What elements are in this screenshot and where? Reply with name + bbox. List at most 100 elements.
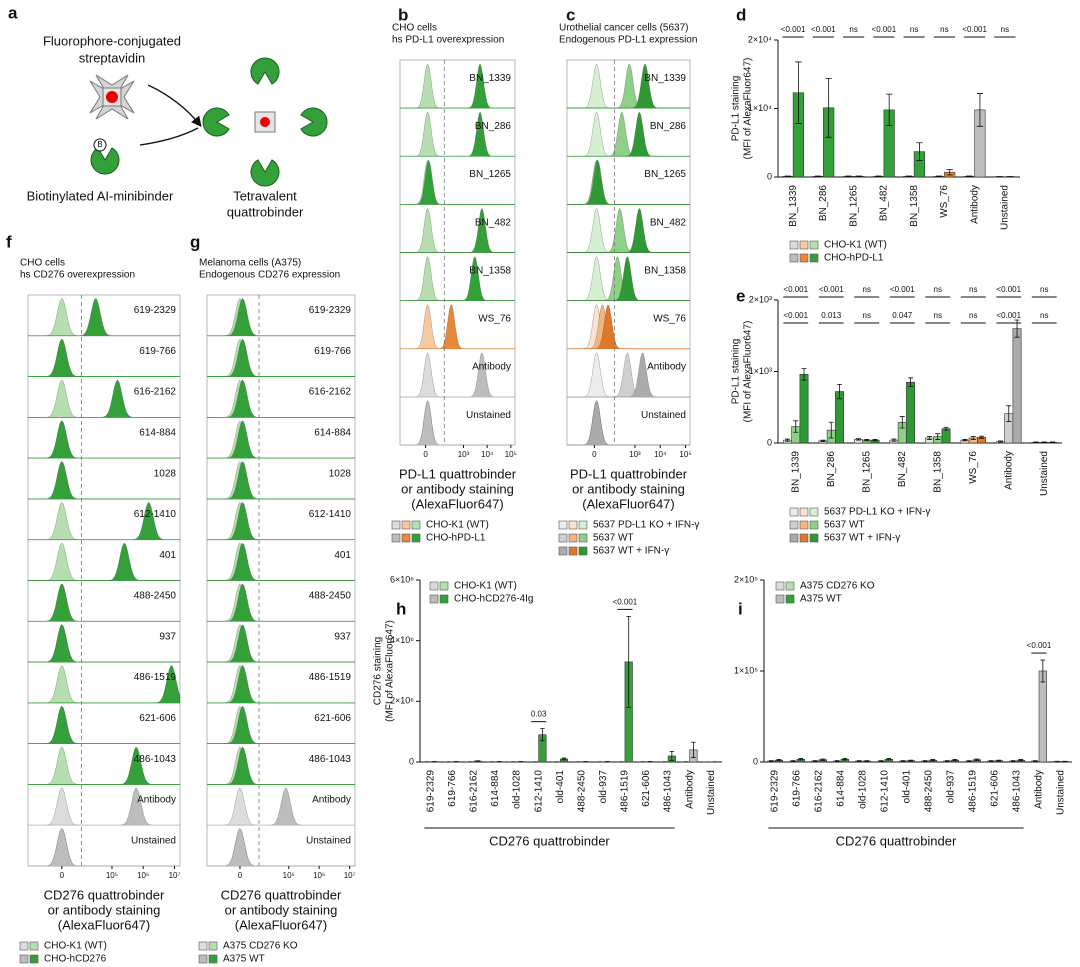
significance: <0.001	[996, 311, 1021, 320]
row-label: 616-2162	[134, 387, 177, 398]
x-tick-label: 619-2329	[770, 770, 781, 813]
row-label: 614-884	[314, 427, 351, 438]
error-bar	[900, 760, 906, 762]
label: Biotinylated AI-minibinder	[27, 188, 174, 203]
bar	[1012, 328, 1022, 444]
histogram	[27, 624, 181, 663]
legend-swatch	[568, 533, 578, 543]
x-axis-label: PD-L1 quattrobinder	[399, 466, 517, 481]
x-tick-label: Unstained	[1000, 185, 1011, 230]
histogram	[399, 255, 516, 301]
error-bar	[891, 438, 897, 442]
x-tick-label: 486-1519	[620, 770, 631, 813]
error-bar	[908, 377, 914, 387]
y-tick-label: 0	[409, 756, 414, 766]
x-axis-label: CD276 quattrobinder	[221, 887, 342, 902]
error-bar	[1032, 760, 1038, 762]
significance: <0.001	[781, 25, 806, 34]
x-tick-label: BN_1265	[848, 185, 859, 227]
legend-swatch	[429, 581, 439, 591]
row-label: 486-1043	[134, 754, 177, 765]
significance: <0.001	[819, 285, 844, 294]
x-axis-label: CD276 quattrobinder	[489, 833, 610, 848]
y-axis-label: PD-L1 staining	[731, 339, 742, 405]
binder-shape	[202, 107, 230, 137]
histogram	[206, 461, 356, 500]
row-label: 614-884	[139, 427, 176, 438]
row-label: 488-2450	[134, 591, 177, 602]
error-bar	[1033, 441, 1039, 444]
error-bar	[1006, 405, 1012, 422]
legend-swatch	[775, 581, 785, 591]
error-bar	[922, 760, 928, 762]
x-tick-label: old-1028	[512, 770, 523, 809]
label: quattrobinder	[227, 204, 304, 219]
legend-label: CHO-K1 (WT)	[44, 941, 107, 952]
legend-label: CHO-hCD276	[44, 954, 107, 965]
histogram	[567, 207, 690, 253]
x-tick-label: old-401	[555, 770, 566, 804]
error-bar	[885, 93, 893, 127]
histogram	[207, 828, 355, 867]
error-bar	[793, 420, 799, 433]
error-bar	[1018, 759, 1024, 762]
error-bar	[974, 758, 980, 761]
histogram	[206, 746, 356, 785]
legend-swatch	[19, 941, 29, 951]
x-tick-label: 488-2450	[924, 770, 935, 813]
histogram	[207, 828, 355, 867]
histogram	[206, 583, 356, 622]
legend-swatch	[198, 941, 208, 951]
significance: ns	[934, 311, 942, 320]
legend-label: 5637 WT	[593, 533, 634, 544]
significance: <0.001	[1027, 641, 1052, 650]
legend-label: CHO-K1 (WT)	[426, 520, 489, 531]
row-label: Unstained	[641, 410, 686, 421]
legend-swatch	[439, 581, 449, 591]
histogram	[206, 624, 356, 663]
histogram	[27, 624, 181, 663]
histogram	[566, 352, 691, 398]
legend-swatch	[411, 520, 421, 530]
legend-swatch	[411, 533, 421, 543]
histogram	[399, 63, 516, 109]
x-tick-label: 619-766	[792, 770, 803, 807]
x-tick-label: 0	[60, 871, 65, 880]
legend-label: 5637 PD-L1 KO + IFN-γ	[593, 520, 699, 531]
x-tick-label: 612-1410	[880, 770, 891, 813]
histogram	[566, 304, 691, 349]
x-tick-label: 621-606	[990, 770, 1001, 807]
error-bar	[1054, 760, 1060, 763]
significance: ns	[969, 285, 977, 294]
histogram	[27, 338, 181, 377]
x-tick-label: 10⁵	[283, 871, 295, 880]
histogram	[566, 159, 691, 205]
significance: ns	[969, 311, 977, 320]
error-bar	[1050, 441, 1056, 444]
panel-title: hs PD-L1 overexpression	[392, 35, 504, 46]
row-label: 488-2450	[309, 591, 352, 602]
x-tick-label: BN_1265	[861, 451, 872, 493]
legend-swatch	[208, 954, 218, 964]
histogram	[400, 400, 515, 446]
histogram	[206, 502, 356, 540]
panel-letter: b	[398, 5, 408, 24]
histogram	[567, 400, 690, 446]
significance: ns	[1001, 25, 1009, 34]
error-bar	[855, 438, 861, 441]
row-label: 616-2162	[309, 387, 352, 398]
significance: ns	[1040, 285, 1048, 294]
panel-letter: d	[736, 5, 746, 24]
error-bar	[669, 750, 675, 761]
histogram	[27, 379, 181, 418]
x-tick-label: Unstained	[1056, 770, 1067, 815]
x-tick-label: WS_76	[939, 185, 950, 218]
row-label: 619-2329	[309, 305, 352, 316]
arrow	[139, 127, 199, 146]
row-label: BN_1358	[644, 265, 686, 276]
histogram	[28, 828, 180, 867]
row-label: 621-606	[139, 713, 176, 724]
histogram	[400, 207, 515, 253]
legend-swatch	[19, 954, 29, 964]
legend-label: 5637 WT + IFN-γ	[593, 546, 669, 557]
